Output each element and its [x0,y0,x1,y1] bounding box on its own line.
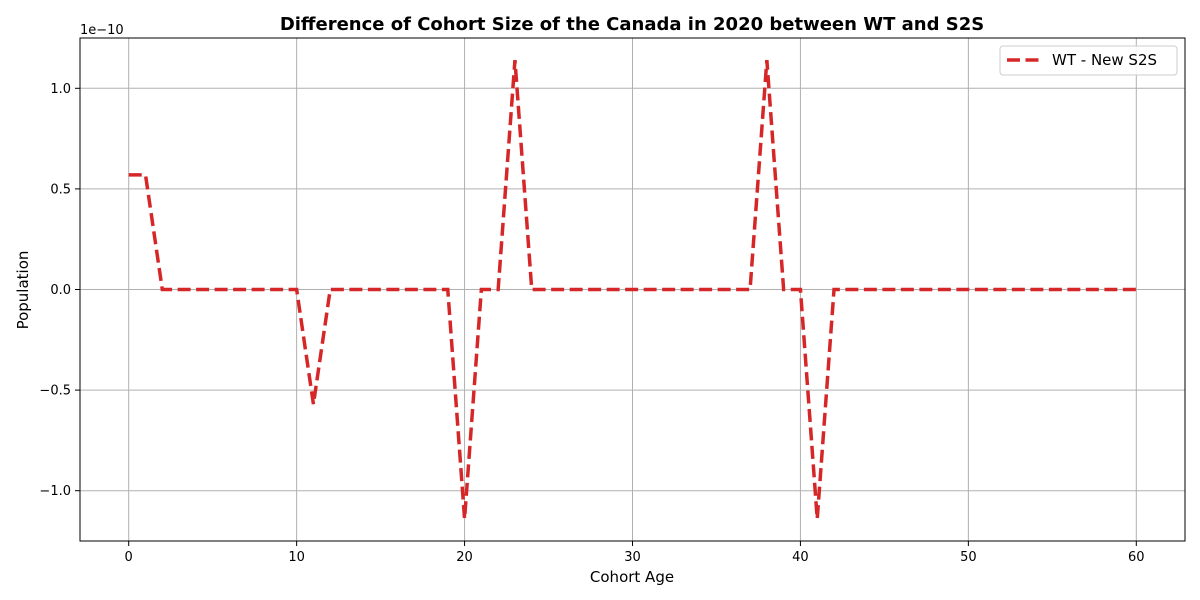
legend-label: WT - New S2S [1052,51,1157,69]
x-tick-label: 60 [1128,550,1145,565]
x-tick-label: 40 [792,550,809,565]
y-offset-label: 1e−10 [80,23,124,38]
x-tick-label: 20 [456,550,473,565]
y-tick-label: 0.0 [50,283,71,298]
y-axis: −1.0 −0.5 0.0 0.5 1.0 [39,82,80,499]
x-tick-label: 0 [125,550,133,565]
y-axis-label: Population [14,251,32,330]
legend: WT - New S2S [999,45,1178,76]
legend-box [999,45,1178,76]
y-tick-label: −0.5 [39,384,71,399]
chart-title: Difference of Cohort Size of the Canada … [280,14,984,35]
y-tick-label: −1.0 [39,484,71,499]
y-tick-label: 1.0 [50,82,71,97]
x-axis: 0 10 20 30 40 50 60 [125,541,1145,565]
y-tick-label: 0.5 [50,182,71,197]
series-line [128,60,1137,519]
x-tick-label: 30 [624,550,641,565]
x-axis-label: Cohort Age [590,568,674,586]
x-tick-label: 10 [288,550,305,565]
series-layer [128,60,1137,519]
x-tick-label: 50 [960,550,977,565]
